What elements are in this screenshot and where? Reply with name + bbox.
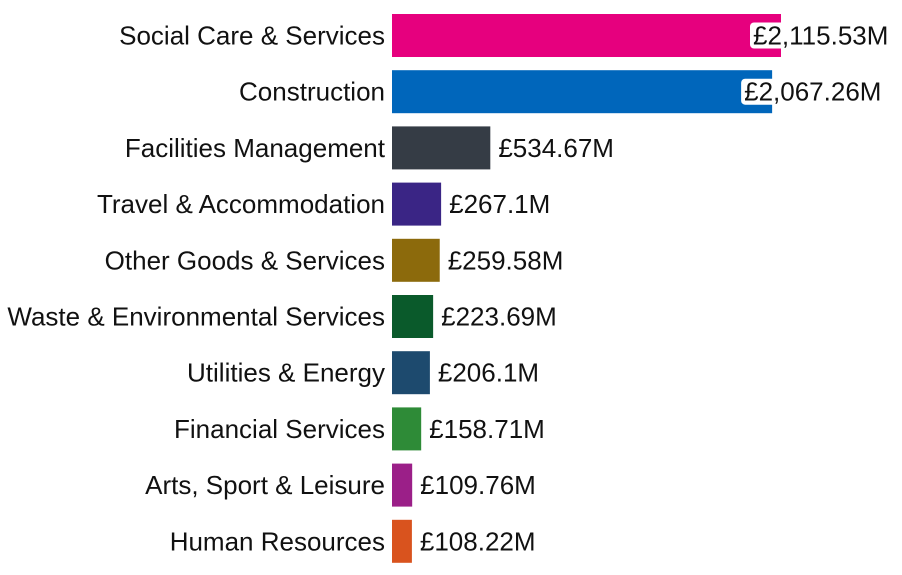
- category-label: Human Resources: [170, 526, 385, 556]
- bar[interactable]: [392, 14, 781, 57]
- category-label: Financial Services: [174, 414, 385, 444]
- value-label: £109.76M: [420, 470, 536, 500]
- value-label: £267.1M: [449, 189, 550, 219]
- category-label: Travel & Accommodation: [97, 189, 385, 219]
- value-label: £534.67M: [498, 133, 614, 163]
- category-label: Waste & Environmental Services: [7, 302, 385, 332]
- category-label: Arts, Sport & Leisure: [145, 470, 385, 500]
- bar[interactable]: [392, 351, 430, 395]
- value-label: £108.22M: [420, 526, 536, 556]
- bar[interactable]: [392, 182, 442, 226]
- value-label: £206.1M: [438, 358, 539, 388]
- category-label: Construction: [239, 77, 385, 107]
- bar[interactable]: [392, 238, 440, 282]
- value-label-background: [741, 78, 885, 105]
- value-label: £2,067.26M: [744, 77, 881, 107]
- category-label: Other Goods & Services: [105, 245, 385, 275]
- value-label: £158.71M: [429, 414, 545, 444]
- bar[interactable]: [392, 463, 413, 507]
- value-label-background: [750, 22, 892, 49]
- bar[interactable]: [392, 70, 773, 114]
- bar[interactable]: [392, 126, 491, 170]
- value-label: £223.69M: [441, 302, 557, 332]
- bar[interactable]: [392, 519, 412, 563]
- category-label: Utilities & Energy: [187, 358, 385, 388]
- category-label: Facilities Management: [125, 133, 386, 163]
- bar[interactable]: [392, 295, 434, 338]
- value-label: £259.58M: [448, 245, 564, 275]
- category-label: Social Care & Services: [119, 21, 385, 51]
- bar[interactable]: [392, 407, 422, 451]
- value-label: £2,115.53M: [753, 21, 888, 51]
